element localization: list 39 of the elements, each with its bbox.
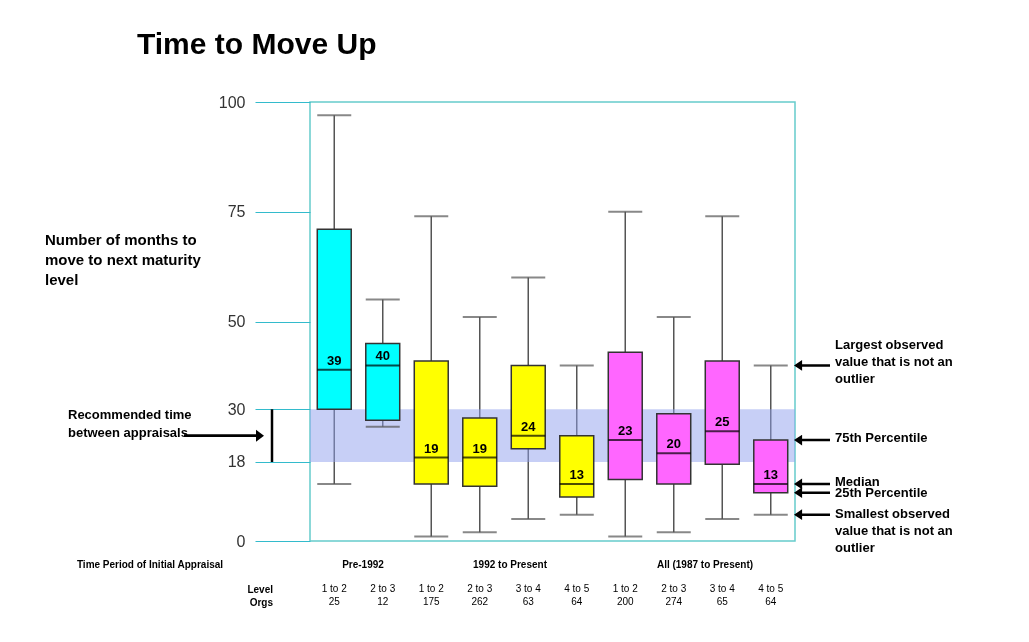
y-tick-label: 0	[236, 532, 246, 550]
x-tick-label: 3 to 4 63	[515, 582, 542, 607]
x-tick-label: 4 to 5 64	[564, 582, 590, 607]
text: Largest observed value that is not an outlier	[835, 337, 953, 387]
text: Recommended time between appraisals	[68, 406, 192, 440]
text: Level	[247, 584, 274, 595]
y-axis-title: Number of months to move to next maturity level	[45, 231, 202, 288]
y-tick-label: 18	[227, 453, 246, 471]
y-tick-label: 75	[227, 203, 246, 221]
x-tick-label: 2 to 3 274	[661, 582, 687, 607]
text: 19	[424, 440, 439, 456]
y-tick-label: 100	[218, 93, 246, 111]
text: Orgs	[249, 597, 274, 608]
text: 13	[763, 466, 778, 482]
y-tick-label: 50	[227, 313, 246, 330]
text: 19	[472, 440, 487, 456]
x-tick-label: 3 to 4 65	[709, 582, 736, 607]
x-tick-label: 2 to 3 12	[370, 582, 396, 607]
x-tick-label: 2 to 3 262	[467, 582, 493, 607]
text: 1992 to Present	[473, 559, 548, 570]
x-tick-label: 1 to 2 200	[612, 582, 639, 607]
text: 23	[618, 423, 633, 439]
text: Time Period of Initial Appraisal	[76, 559, 224, 570]
x-tick-label: 4 to 5 64	[758, 582, 784, 607]
x-tick-label: 1 to 2 175	[418, 582, 445, 607]
text: 20	[666, 436, 681, 452]
y-tick-label: 30	[227, 400, 246, 418]
chart-title: Time to Move Up	[137, 27, 377, 60]
text: Pre-1992	[342, 559, 385, 570]
x-tick-label: 1 to 2 25	[321, 582, 348, 607]
text: Smallest observed value that is not an outlier	[835, 505, 953, 555]
text: 24	[521, 418, 536, 434]
text: 13	[569, 466, 584, 482]
text: Median	[835, 473, 880, 489]
text: 39	[327, 352, 342, 368]
text: All (1987 to Present)	[656, 559, 754, 570]
text: 75th Percentile	[835, 430, 928, 446]
text: 40	[375, 348, 390, 364]
text: 25	[715, 414, 730, 430]
